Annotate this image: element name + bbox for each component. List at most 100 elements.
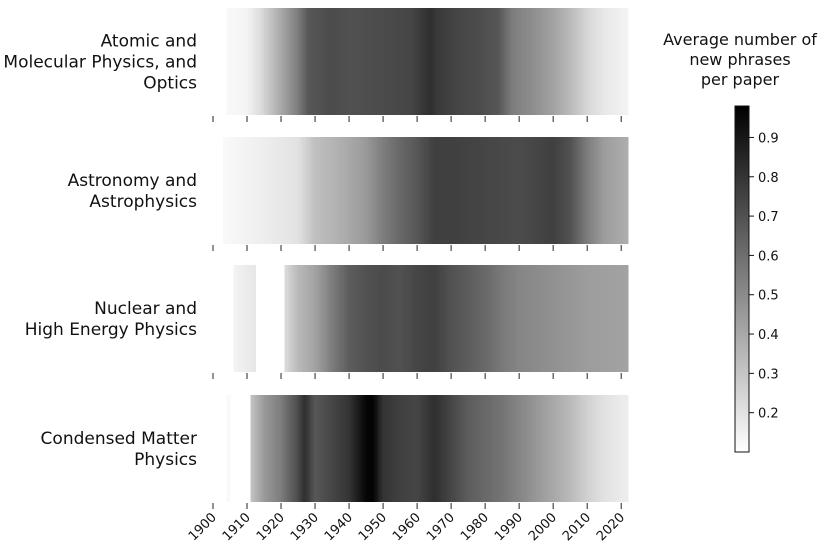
heatmap-cell <box>430 395 433 502</box>
heatmap-cell <box>481 8 485 115</box>
heatmap-cell <box>624 8 627 115</box>
heatmap-cell <box>595 8 598 115</box>
heatmap-cell <box>270 137 274 244</box>
heatmap-cell <box>306 395 309 502</box>
heatmap-cell <box>364 8 367 115</box>
heatmap-cell <box>604 265 607 372</box>
heatmap-cell <box>432 8 435 115</box>
heatmap-cell <box>306 8 309 115</box>
heatmap-cell <box>469 265 473 372</box>
heatmap-cell <box>610 8 614 115</box>
heatmap-cell <box>447 8 451 115</box>
heatmap-cell <box>253 137 257 244</box>
heatmap-cell <box>396 265 399 372</box>
heatmap-cell <box>485 395 488 502</box>
heatmap-cell <box>337 8 340 115</box>
heatmap-cell <box>605 8 609 115</box>
row-label-line: Optics <box>143 74 197 94</box>
heatmap-cell <box>308 265 311 372</box>
heatmap-cell <box>590 265 593 372</box>
heatmap-cell <box>515 8 519 115</box>
heatmap-cell <box>389 137 393 244</box>
heatmap-cell <box>258 137 262 244</box>
heatmap-cell <box>497 137 500 244</box>
heatmap-cell <box>301 395 304 502</box>
heatmap-cell <box>394 395 398 502</box>
heatmap-cell <box>264 395 267 502</box>
heatmap-cell <box>447 395 451 502</box>
heatmap-cell <box>515 137 519 244</box>
colorbar-tick-label: 0.8 <box>758 171 779 186</box>
heatmap-cell <box>291 265 294 372</box>
heatmap-cell <box>502 8 505 115</box>
heatmap-cell <box>517 265 520 372</box>
heatmap-cell <box>233 265 236 372</box>
heatmap-cell <box>241 137 245 244</box>
heatmap-cell <box>435 8 439 115</box>
heatmap-cell <box>510 8 513 115</box>
heatmap-cell <box>275 137 279 244</box>
heatmap-cell <box>308 137 311 244</box>
heatmap-cell <box>326 8 330 115</box>
heatmap-cell <box>502 137 505 244</box>
heatmap-cell <box>294 8 297 115</box>
heatmap-cell <box>622 395 626 502</box>
heatmap-cell <box>468 265 471 372</box>
heatmap-cell <box>495 137 498 244</box>
heatmap-cell <box>539 265 542 372</box>
heatmap-cell <box>481 395 485 502</box>
heatmap-cell <box>566 265 570 372</box>
heatmap-cell <box>474 8 478 115</box>
heatmap-cell <box>558 395 561 502</box>
heatmap-cell <box>391 395 394 502</box>
heatmap-cell <box>299 137 303 244</box>
heatmap-cell <box>245 8 248 115</box>
heatmap-cell <box>417 137 420 244</box>
heatmap-cell <box>588 137 592 244</box>
heatmap-cell <box>272 8 275 115</box>
heatmap-cell <box>226 8 229 115</box>
heatmap-cell <box>309 8 313 115</box>
heatmap-cell <box>508 137 512 244</box>
heatmap-cell <box>269 395 272 502</box>
row-label-line: Condensed Matter <box>41 429 197 449</box>
heatmap-cell <box>396 137 399 244</box>
heatmap-cell <box>321 137 325 244</box>
heatmap-cell <box>250 137 253 244</box>
heatmap-cell <box>342 137 345 244</box>
heatmap-cell <box>532 395 536 502</box>
heatmap-cell <box>286 137 289 244</box>
heatmap-cell <box>398 137 401 244</box>
heatmap-cell <box>463 137 466 244</box>
heatmap-cell <box>478 265 481 372</box>
heatmap-cell <box>476 137 479 244</box>
heatmap-cell <box>616 395 619 502</box>
heatmap-cell <box>602 137 605 244</box>
heatmap-cell <box>471 8 474 115</box>
heatmap-cell <box>291 8 294 115</box>
heatmap-cell <box>309 137 313 244</box>
colorbar-tick-label: 0.6 <box>758 249 779 264</box>
colorbar-tick-label: 0.9 <box>758 131 779 146</box>
heatmap-cell <box>617 8 621 115</box>
heatmap-cell <box>236 137 240 244</box>
heatmap-cell <box>292 265 296 372</box>
heatmap-cell <box>614 137 617 244</box>
heatmap-cell <box>437 8 440 115</box>
heatmap-cell <box>410 137 413 244</box>
heatmap-cell <box>313 265 316 372</box>
heatmap-cell <box>337 265 340 372</box>
heatmap-cell <box>388 8 391 115</box>
heatmap-cell <box>514 395 517 502</box>
heatmap-cell <box>228 8 231 115</box>
heatmap-cell <box>570 137 573 244</box>
row-label-line: Atomic and <box>101 32 197 52</box>
x-tick-label: 2020 <box>594 510 628 544</box>
heatmap-cell <box>391 265 394 372</box>
heatmap-cell <box>590 137 593 244</box>
heatmap-cell <box>247 137 250 244</box>
heatmap-cell <box>463 8 466 115</box>
heatmap-cell <box>422 265 425 372</box>
heatmap-cell <box>461 265 464 372</box>
heatmap-cell <box>425 137 428 244</box>
